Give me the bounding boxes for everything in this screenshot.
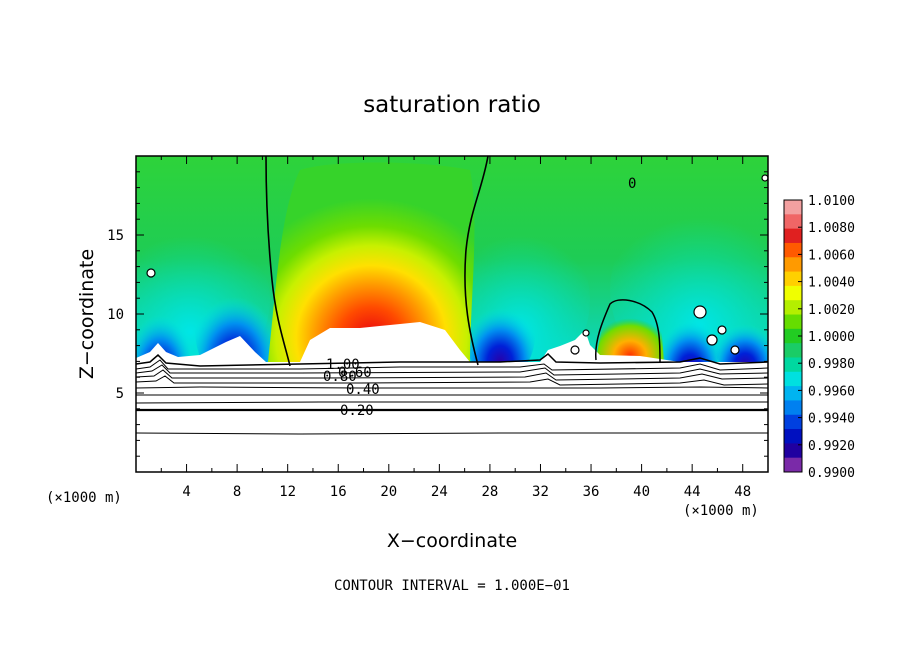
contour-1.00-left-boundary xyxy=(265,156,291,367)
contour-0.10 xyxy=(136,432,768,435)
colorbar-swatch xyxy=(784,328,802,344)
colorbar-swatch xyxy=(784,429,802,444)
contour-0.50 xyxy=(136,386,768,389)
supersaturated-small-plume xyxy=(596,299,664,362)
x-tick-label: 24 xyxy=(431,484,448,500)
colorbar-swatch xyxy=(784,386,802,401)
colorbar-swatch xyxy=(784,443,802,459)
colorbar-label: 1.0000 xyxy=(808,330,855,345)
contour-0.70 xyxy=(136,369,768,381)
colorbar-swatch xyxy=(784,285,802,301)
contour-label: 0.40 xyxy=(346,382,380,398)
x-tick-label: 8 xyxy=(233,484,241,500)
colorbar-swatch xyxy=(784,314,802,330)
blob xyxy=(582,329,590,337)
contour-label: 0.60 xyxy=(338,365,372,381)
contour-label: 0.20 xyxy=(340,403,374,419)
x-tick-label: 36 xyxy=(583,484,600,500)
z-unit-label: (×1000 m) xyxy=(46,490,122,506)
contour-label: 0.80 xyxy=(323,369,357,385)
y-ticks: 5 10 15 xyxy=(107,171,768,457)
colorbar-swatch xyxy=(784,371,802,387)
colorbar-label: 1.0040 xyxy=(808,276,855,291)
colorbar-label: 0.9920 xyxy=(808,439,855,454)
blob xyxy=(717,325,727,335)
colorbar-label: 1.0080 xyxy=(808,221,855,236)
x-tick-label: 40 xyxy=(633,484,650,500)
contour-1.00-loop xyxy=(595,299,661,363)
contour-1.00 xyxy=(136,353,768,367)
blob xyxy=(693,305,707,319)
blob xyxy=(146,268,156,278)
blob xyxy=(761,174,768,182)
blue-trough-3 xyxy=(465,290,535,380)
plot-area xyxy=(136,156,768,472)
blob xyxy=(570,345,580,355)
y-tick-label: 15 xyxy=(107,228,124,244)
colorbar-swatch xyxy=(784,228,802,244)
colorbar-label: 1.0100 xyxy=(808,194,855,209)
colorbar-swatch xyxy=(784,200,802,215)
colorbar-swatch xyxy=(784,271,802,287)
contour-blobs xyxy=(146,174,768,355)
contour-0.80 xyxy=(136,364,768,376)
y-tick-label: 5 xyxy=(116,386,124,402)
contour-lines xyxy=(136,156,768,435)
contour-labels: 1.00 0.80 0.60 0.40 0.20 0 xyxy=(323,176,636,419)
x-tick-label: 12 xyxy=(279,484,296,500)
colorbar: 1.0100 1.0080 1.0060 1.0040 1.0020 1.0000 0.99… xyxy=(783,194,855,481)
x-unit-label: (×1000 m) xyxy=(683,503,759,519)
x-tick-label: 44 xyxy=(684,484,701,500)
contour-0.30 xyxy=(136,401,768,404)
x-axis-label: X−coordinate xyxy=(387,530,517,552)
colorbar-label: 0.9940 xyxy=(808,412,855,427)
colorbar-label: 0.9980 xyxy=(808,357,855,372)
supersaturated-plume xyxy=(268,162,475,362)
contour-0.60 xyxy=(136,375,768,386)
colorbar-swatch xyxy=(784,400,802,416)
colorbar-label: 0.9900 xyxy=(808,466,855,481)
x-tick-label: 16 xyxy=(330,484,347,500)
colorbar-label: 1.0060 xyxy=(808,248,855,263)
colorbar-swatch xyxy=(784,457,802,473)
colorbar-label: 0.9960 xyxy=(808,384,855,399)
blob xyxy=(706,334,718,346)
contour-label: 1.00 xyxy=(326,357,360,373)
y-tick-label: 10 xyxy=(107,307,124,323)
x-tick-label: 48 xyxy=(734,484,751,500)
x-tick-label: 4 xyxy=(182,484,190,500)
x-tick-label: 20 xyxy=(380,484,397,500)
blob xyxy=(730,345,740,355)
colorbar-swatch xyxy=(784,357,802,373)
contour-1.00-right-boundary xyxy=(464,156,489,366)
colorbar-swatch xyxy=(784,414,802,430)
x-tick-label: 28 xyxy=(481,484,498,500)
colorbar-swatch xyxy=(784,343,802,358)
colorbar-swatch xyxy=(784,242,802,258)
colorbar-label: 1.0020 xyxy=(808,303,855,318)
chart-title: saturation ratio xyxy=(363,92,541,118)
colorbar-swatch xyxy=(784,257,802,273)
contour-label: 0 xyxy=(628,176,636,192)
colorbar-swatch xyxy=(784,214,802,230)
contour-interval-note: CONTOUR INTERVAL = 1.000E−01 xyxy=(334,578,570,594)
colorbar-swatch xyxy=(784,300,802,316)
contour-0.90 xyxy=(136,359,768,371)
blank-region xyxy=(136,322,768,472)
x-tick-label: 32 xyxy=(532,484,549,500)
y-axis-label: Z−coordinate xyxy=(76,249,98,379)
x-ticks: 4 8 12 16 20 24 28 32 36 40 44 48 xyxy=(160,156,751,500)
